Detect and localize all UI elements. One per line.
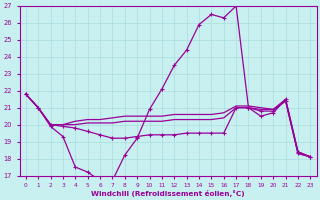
X-axis label: Windchill (Refroidissement éolien,°C): Windchill (Refroidissement éolien,°C) [91,190,245,197]
